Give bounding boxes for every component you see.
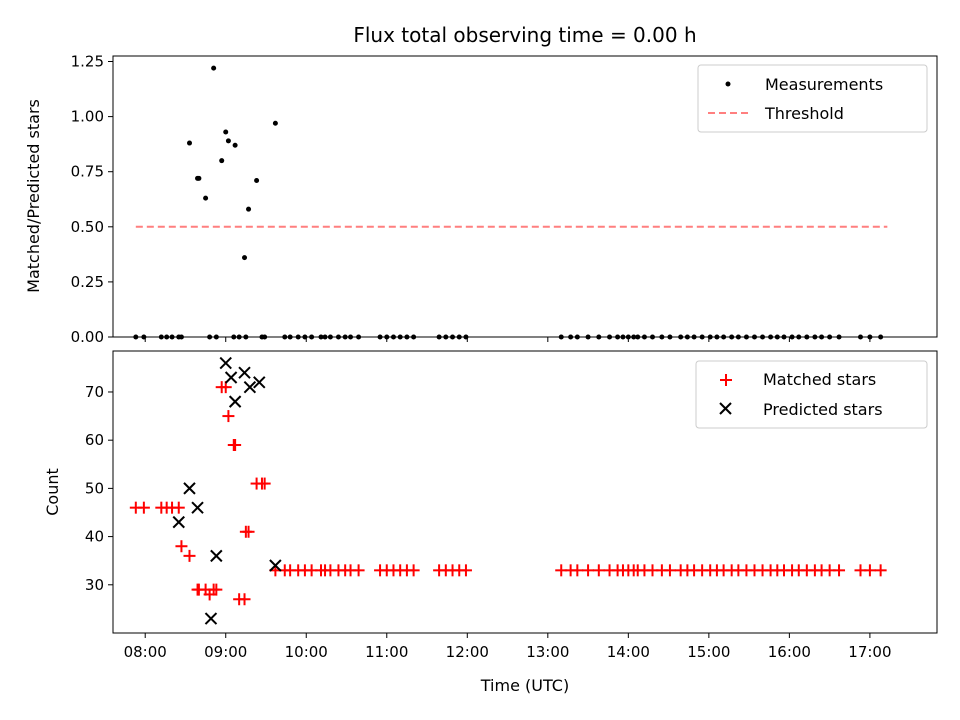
predicted-star-marker xyxy=(269,559,282,572)
matched-star-marker xyxy=(242,525,255,538)
predicted-star-marker xyxy=(183,482,196,495)
matched-star-marker xyxy=(663,564,676,577)
bottom-axes-frame xyxy=(112,350,938,634)
predicted-star-marker xyxy=(224,371,238,384)
matched-star-marker xyxy=(183,549,196,562)
measurement-point xyxy=(186,140,192,146)
predicted-star-marker xyxy=(238,366,251,379)
measurement-point xyxy=(242,255,248,261)
legend-threshold-label: Threshold xyxy=(764,104,844,123)
top-axes-frame xyxy=(112,55,938,338)
measurement-point xyxy=(272,120,278,126)
predicted-star-marker xyxy=(243,380,257,394)
x-tick-label-3: 11:00 xyxy=(365,643,408,661)
predicted-star-marker xyxy=(210,549,223,563)
bottom-legend-box xyxy=(695,360,928,429)
bottom-data-marks xyxy=(129,356,887,625)
measurement-point xyxy=(219,158,225,164)
matched-star-marker xyxy=(459,564,472,577)
predicted-star-marker xyxy=(228,395,242,408)
x-tick-label-6: 14:00 xyxy=(607,643,650,661)
measurement-point xyxy=(225,138,231,144)
matched-star-marker xyxy=(352,564,365,577)
chart-title: Flux total observing time = 0.00 h xyxy=(353,23,696,47)
top-legend: Measurements Threshold xyxy=(697,64,928,133)
predicted-star-marker xyxy=(253,376,266,389)
matched-star-marker xyxy=(137,501,150,514)
matched-star-marker xyxy=(222,410,235,423)
matched-star-marker xyxy=(582,564,595,577)
bottom-legend: Matched stars Predicted stars xyxy=(695,360,928,429)
bottom-y-tick-label-3: 60 xyxy=(85,431,104,449)
bottom-y-axis-label: Count xyxy=(43,468,62,516)
bottom-y-tick-label-4: 70 xyxy=(85,383,104,401)
predicted-star-marker xyxy=(172,515,185,529)
predicted-star-marker xyxy=(219,356,232,370)
matched-star-marker xyxy=(874,564,887,577)
x-tick-label-8: 16:00 xyxy=(768,643,811,661)
measurement-point xyxy=(203,195,209,201)
matched-star-marker xyxy=(592,564,605,577)
top-y-tick-label-1: 0.25 xyxy=(71,273,104,291)
top-legend-box xyxy=(697,64,928,133)
legend-predicted-marker xyxy=(719,402,732,415)
bottom-y-tick-label-2: 50 xyxy=(85,479,104,497)
top-y-tick-label-0: 0.00 xyxy=(71,328,104,346)
x-tick-label-0: 08:00 xyxy=(124,643,167,661)
matched-star-marker xyxy=(219,381,232,394)
legend-measurements-label: Measurements xyxy=(765,75,883,94)
top-y-tick-label-5: 1.25 xyxy=(71,53,104,71)
matched-star-marker xyxy=(229,439,242,451)
measurement-point xyxy=(232,142,238,148)
bottom-y-tick-label-0: 30 xyxy=(85,576,104,594)
legend-measurements-marker xyxy=(725,81,731,87)
bottom-y-tick-label-1: 40 xyxy=(85,528,104,546)
legend-matched-label: Matched stars xyxy=(763,370,876,389)
matched-star-marker xyxy=(571,564,584,577)
top-y-tick-label-3: 0.75 xyxy=(71,163,104,181)
matched-star-marker xyxy=(175,540,188,553)
measurement-point xyxy=(254,178,260,184)
x-tick-label-4: 12:00 xyxy=(446,643,489,661)
top-y-axis-label: Matched/Predicted stars xyxy=(24,99,43,293)
legend-predicted-label: Predicted stars xyxy=(763,400,883,419)
matched-star-marker xyxy=(238,593,251,606)
matched-star-marker xyxy=(172,501,185,514)
x-tick-label-2: 10:00 xyxy=(285,643,328,661)
x-axis-label: Time (UTC) xyxy=(480,676,569,695)
predicted-star-marker xyxy=(204,612,218,625)
x-tick-label-1: 09:00 xyxy=(204,643,247,661)
bottom-axis-ticks: 08:00 09:00 10:00 11:00 12:00 13:00 14:00 15:00… xyxy=(85,383,892,661)
x-tick-label-5: 13:00 xyxy=(526,643,569,661)
measurement-point xyxy=(246,206,252,212)
x-tick-label-7: 15:00 xyxy=(687,643,730,661)
legend-matched-marker xyxy=(720,374,732,386)
matched-star-marker xyxy=(863,564,876,577)
matched-star-marker xyxy=(210,583,223,596)
matched-star-marker xyxy=(258,477,271,490)
top-y-tick-label-4: 1.00 xyxy=(71,108,104,126)
predicted-star-marker xyxy=(191,501,204,514)
measurement-point xyxy=(223,129,229,135)
measurement-point xyxy=(196,175,202,181)
matched-star-marker xyxy=(833,564,846,577)
top-y-tick-label-2: 0.50 xyxy=(71,218,104,236)
x-tick-label-9: 17:00 xyxy=(848,643,891,661)
matched-star-marker xyxy=(407,564,420,577)
measurement-point xyxy=(211,65,217,71)
